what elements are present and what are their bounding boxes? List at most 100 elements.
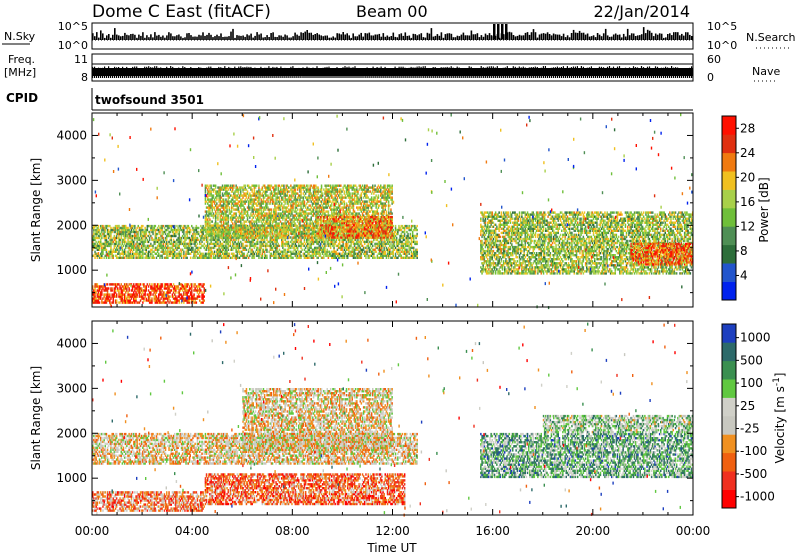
- nsky-bar: [238, 36, 240, 40]
- nsky-bar: [549, 34, 551, 40]
- nsky-bar: [631, 33, 633, 40]
- power-cell: [118, 283, 120, 285]
- freq-bar: [393, 68, 394, 78]
- freq-bar: [120, 68, 121, 78]
- freq-bar: [465, 69, 466, 78]
- nsky-bar: [116, 35, 118, 40]
- nsky-bar: [134, 35, 136, 40]
- freq-bar: [367, 67, 368, 78]
- nsky-bar: [310, 33, 312, 40]
- freq-bar: [479, 68, 480, 78]
- nsky-bar: [356, 36, 358, 40]
- nsky-bar: [501, 24, 504, 39]
- freq-bar: [653, 69, 654, 78]
- power-cell: [201, 291, 203, 293]
- nsky-bar: [168, 32, 170, 40]
- power-cell: [199, 285, 201, 287]
- freq-bar: [328, 67, 329, 78]
- nsky-bar: [619, 35, 621, 41]
- power-cell: [133, 283, 135, 285]
- nsky-bar: [369, 33, 371, 40]
- freq-bar: [621, 68, 622, 78]
- power-cell: [243, 253, 245, 255]
- freq-bar: [286, 69, 287, 79]
- power-cell: [94, 293, 96, 295]
- freq-bar: [230, 68, 231, 78]
- nsky-bar: [162, 36, 164, 41]
- freq-bar: [499, 69, 500, 78]
- power-cell: [149, 283, 151, 285]
- nsky-bar: [681, 34, 683, 40]
- nsky-bar: [511, 32, 513, 40]
- freq-bar: [685, 69, 686, 78]
- nsky-bar: [362, 37, 364, 40]
- nsky-bar: [222, 37, 224, 40]
- nsky-bar: [234, 38, 236, 40]
- freq-bar: [172, 67, 173, 78]
- freq-bar: [250, 67, 251, 78]
- nsky-bar: [114, 28, 116, 40]
- nsky-bar: [176, 35, 178, 40]
- freq-bar: [687, 69, 688, 78]
- freq-bar: [559, 68, 560, 79]
- freq-bar: [669, 68, 670, 78]
- nsky-bar: [599, 35, 601, 40]
- freq-bar: [387, 68, 388, 78]
- freq-bar: [348, 67, 349, 78]
- power-cell: [192, 247, 194, 249]
- nsky-bar: [623, 34, 625, 40]
- nsky-bar: [170, 33, 172, 40]
- power-cell: [151, 283, 153, 285]
- nsky-bar: [431, 28, 433, 40]
- nsky-bar: [348, 35, 350, 40]
- power-cell: [301, 249, 303, 251]
- freq-bar: [671, 66, 672, 78]
- freq-bar: [525, 68, 526, 79]
- nsky-bar: [447, 33, 449, 40]
- nsky-bar: [535, 32, 537, 40]
- nsky-bar: [459, 36, 461, 40]
- freq-bar: [282, 68, 283, 78]
- nsky-bar: [547, 32, 549, 40]
- nsky-bar: [387, 36, 389, 41]
- nsky-bar: [509, 32, 511, 40]
- freq-bar: [200, 68, 201, 78]
- freq-bar: [114, 67, 115, 78]
- freq-bar: [403, 67, 404, 78]
- power-cell: [146, 285, 148, 287]
- nave-tick-bottom: 0: [707, 71, 714, 84]
- nsky-bar: [126, 35, 128, 40]
- freq-bar: [246, 67, 247, 78]
- nsky-bar: [465, 35, 467, 40]
- freq-bar: [437, 68, 438, 78]
- power-cell: [416, 241, 418, 243]
- freq-bar: [603, 67, 604, 78]
- freq-bar: [192, 69, 193, 78]
- nsky-bar: [515, 36, 517, 40]
- power-cell: [116, 241, 118, 243]
- freq-bar: [547, 69, 548, 78]
- power-cells: [92, 113, 693, 309]
- nsky-bar: [304, 32, 306, 40]
- freq-bar: [647, 67, 648, 78]
- power-cell: [193, 293, 195, 295]
- freq-bar: [501, 68, 502, 78]
- freq-bar: [599, 67, 600, 78]
- power-cell: [218, 224, 220, 226]
- power-cell: [187, 257, 189, 259]
- power-cell: [113, 255, 115, 257]
- nsky-tick-bottom-left: 10^0: [58, 39, 88, 52]
- nsky-bar: [174, 36, 176, 40]
- freq-bar: [665, 67, 666, 78]
- freq-bar: [511, 68, 512, 78]
- nsky-bar: [292, 36, 294, 40]
- nsky-bar: [683, 36, 685, 40]
- station-title: Dome C East (fitACF): [92, 2, 271, 22]
- freq-bar: [539, 69, 540, 78]
- nsky-bar: [663, 38, 665, 40]
- nsky-bar: [617, 35, 619, 40]
- freq-bar: [467, 69, 468, 78]
- freq-bar: [290, 67, 291, 78]
- nsky-bar: [118, 35, 120, 40]
- nsky-bar: [320, 35, 322, 40]
